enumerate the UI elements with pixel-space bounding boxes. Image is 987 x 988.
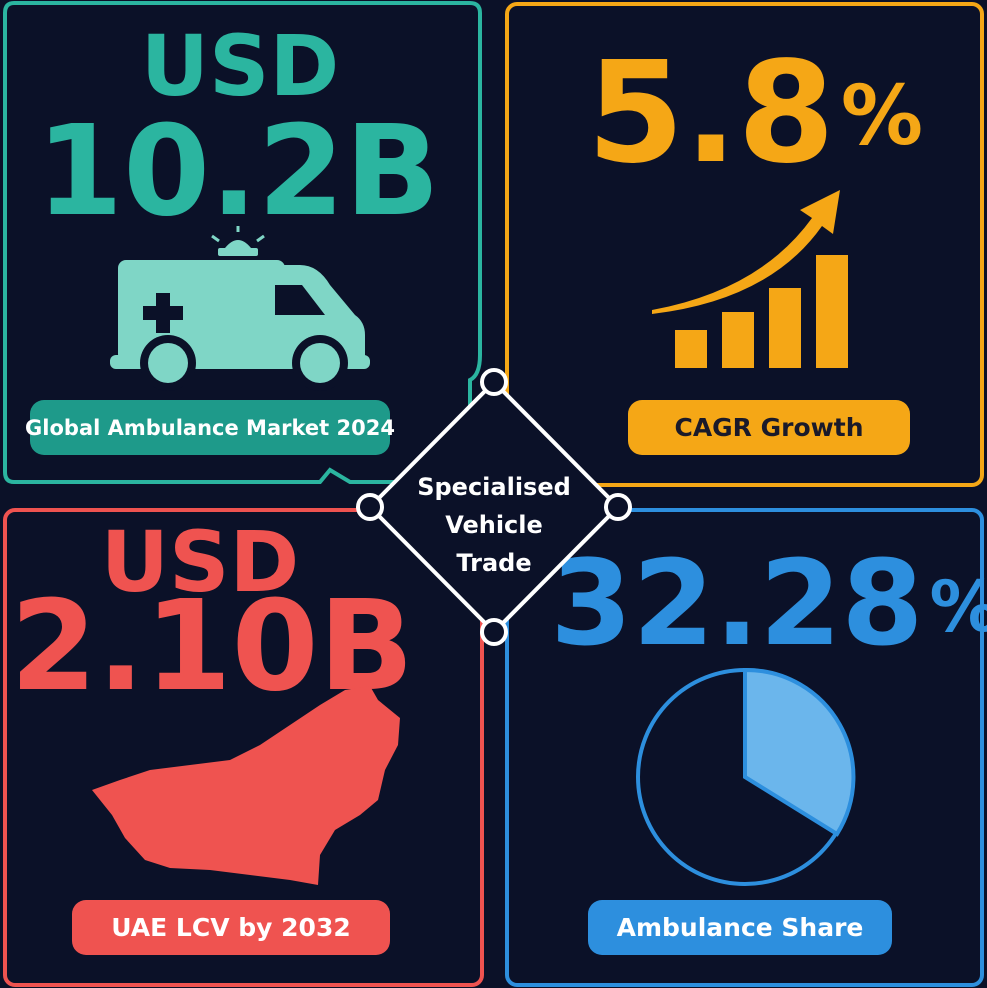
panel-cagr: 5.8% CAGR Growth	[505, 2, 984, 487]
panel-uae: USD 2.10B UAE LCV by 2032	[3, 508, 484, 987]
center-text: Specialised	[417, 473, 571, 501]
panel-market: USD 10.2B Global Ambulance Market 2024	[3, 1, 482, 484]
label-pill	[30, 400, 390, 455]
big-value: 5.8%	[587, 32, 923, 195]
currency: USD	[101, 513, 299, 611]
value-suffix: %	[930, 566, 987, 648]
uae-map	[92, 686, 400, 885]
panel-label: Global Ambulance Market 2024	[25, 416, 395, 440]
label-pill	[628, 400, 910, 455]
big-value: 32.28%	[550, 534, 987, 672]
currency: USD	[141, 17, 339, 115]
value-number: 5.8	[587, 32, 835, 195]
center-badge: Specialised Vehicle Trade	[356, 368, 632, 646]
panel-share: 32.28% Ambulance Share	[505, 508, 987, 987]
big-value: 10.2B	[36, 99, 440, 244]
label-pill	[72, 900, 390, 955]
panel-border	[3, 508, 484, 987]
panel-label: CAGR Growth	[674, 413, 863, 442]
growth-icon	[652, 190, 848, 368]
panel-label: UAE LCV by 2032	[111, 913, 350, 942]
value-suffix: %	[841, 69, 923, 164]
pie-icon	[636, 667, 856, 886]
panel-border	[505, 508, 984, 987]
label-pill	[588, 900, 892, 955]
panel-label: Ambulance Share	[617, 913, 864, 942]
panel-border	[505, 2, 984, 487]
center-text: Trade	[456, 549, 531, 577]
value-number: 32.28	[550, 534, 923, 672]
center-text: Vehicle	[445, 511, 543, 539]
ambulance-icon	[110, 226, 370, 391]
